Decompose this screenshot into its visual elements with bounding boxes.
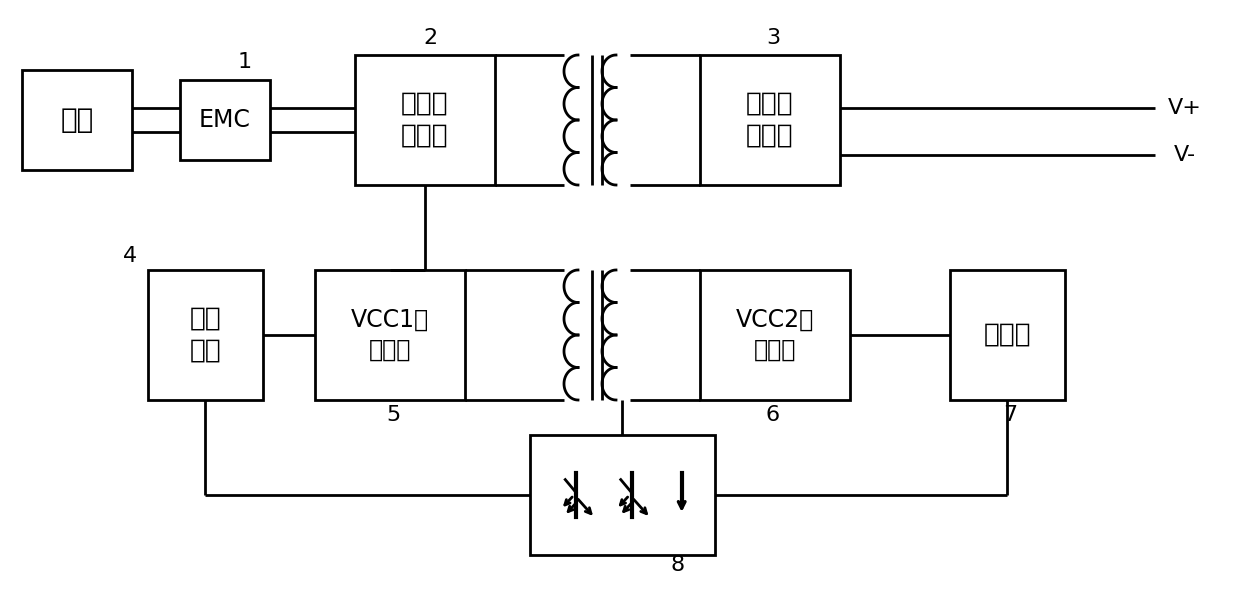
Text: VCC1供
电线路: VCC1供 电线路 xyxy=(351,308,429,362)
Bar xyxy=(950,270,1065,400)
Text: V+: V+ xyxy=(1168,98,1202,118)
Text: 6: 6 xyxy=(766,405,780,425)
Text: 控制
电路: 控制 电路 xyxy=(190,306,222,364)
Bar xyxy=(701,55,839,185)
Bar xyxy=(180,80,270,160)
Text: 3: 3 xyxy=(766,28,780,48)
Text: 2: 2 xyxy=(423,28,436,48)
Text: 整流滤
波电路: 整流滤 波电路 xyxy=(746,91,794,149)
Bar xyxy=(315,270,465,400)
Text: 4: 4 xyxy=(123,246,138,266)
Text: 感应器: 感应器 xyxy=(983,322,1032,348)
Text: 市电: 市电 xyxy=(61,106,94,134)
Text: 8: 8 xyxy=(671,555,684,575)
Text: 1: 1 xyxy=(238,52,252,72)
Text: V-: V- xyxy=(1174,145,1197,165)
Bar xyxy=(22,70,131,170)
Bar xyxy=(148,270,263,400)
Text: 7: 7 xyxy=(1003,405,1017,425)
Text: 5: 5 xyxy=(386,405,401,425)
Bar xyxy=(701,270,849,400)
Text: VCC2供
电线路: VCC2供 电线路 xyxy=(735,308,815,362)
Text: 电源转
换电路: 电源转 换电路 xyxy=(402,91,449,149)
Bar xyxy=(355,55,495,185)
Bar xyxy=(529,435,715,555)
Text: EMC: EMC xyxy=(200,108,250,132)
